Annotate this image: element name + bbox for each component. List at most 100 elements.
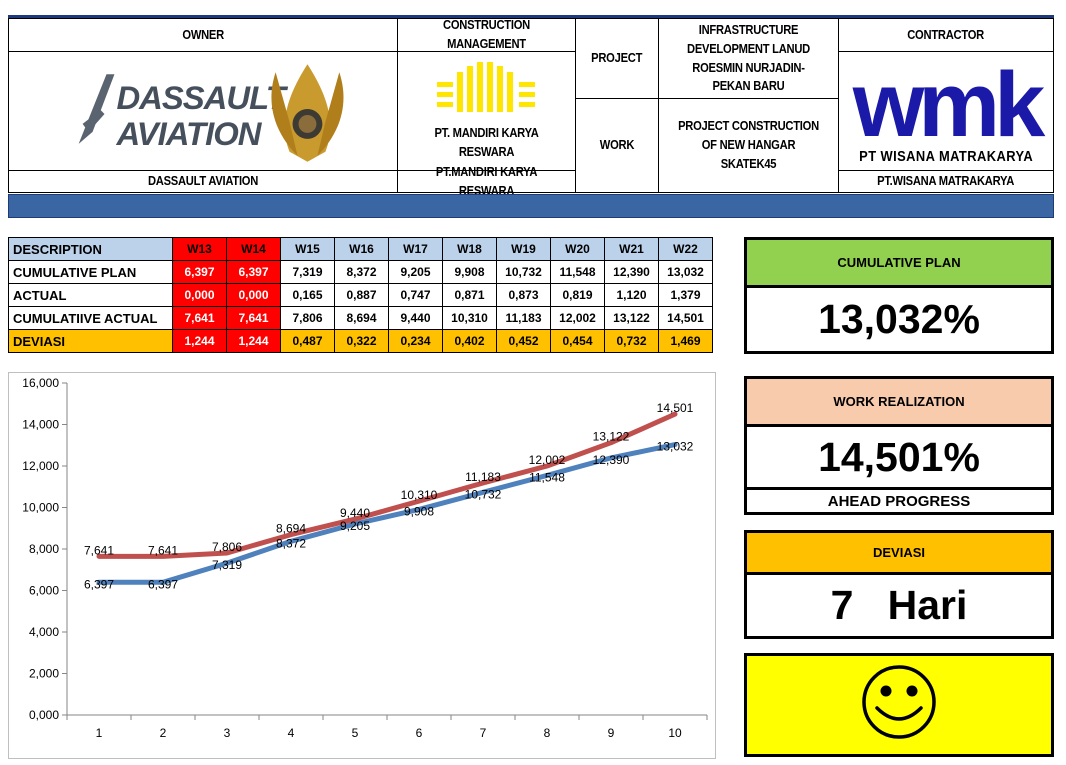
table-header-cell: DESCRIPTION bbox=[8, 237, 173, 261]
data-label: 13,122 bbox=[593, 430, 630, 444]
x-tick-label: 6 bbox=[416, 726, 423, 740]
work-label: WORK bbox=[599, 137, 635, 153]
table-cell: 10,732 bbox=[496, 260, 551, 284]
table-header-cell: W13 bbox=[172, 237, 227, 261]
y-tick-label: 6,000 bbox=[29, 584, 59, 598]
data-label: 12,390 bbox=[593, 453, 630, 467]
contractor-label-cell: CONTRACTOR bbox=[838, 18, 1054, 52]
project-value: INFRASTRUCTURE DEVELOPMENT LANUD ROESMIN… bbox=[687, 21, 810, 94]
table-cell: 0,452 bbox=[496, 329, 551, 353]
table-cell: 6,397 bbox=[226, 260, 281, 284]
cm-label-cell: CONSTRUCTION MANAGEMENT bbox=[397, 17, 576, 52]
contractor-label: CONTRACTOR bbox=[907, 26, 985, 42]
y-tick-label: 12,000 bbox=[22, 459, 59, 473]
table-cell: 0,747 bbox=[388, 283, 443, 307]
table-cell: 0,819 bbox=[550, 283, 605, 307]
y-axis: 0,000 2,000 4,000 6,000 8,000 10,000 12,000 14,… bbox=[22, 376, 68, 722]
cm-name-cell: PT.MANDIRI KARYA RESWARA bbox=[397, 164, 576, 198]
table-cell: 8,694 bbox=[334, 306, 389, 330]
table-row: CUMULATIVE PLAN 6,397 6,397 7,319 8,372 … bbox=[8, 260, 713, 284]
contractor-name-cell: PT.WISANA MATRAKARYA bbox=[838, 170, 1054, 193]
x-tick-label: 3 bbox=[224, 726, 231, 740]
project-value-cell: INFRASTRUCTURE DEVELOPMENT LANUD ROESMIN… bbox=[658, 18, 839, 99]
x-tick-label: 8 bbox=[544, 726, 551, 740]
data-label: 6,397 bbox=[148, 577, 178, 591]
series-line-1 bbox=[96, 442, 678, 585]
table-cell: 9,440 bbox=[388, 306, 443, 330]
row-label: CUMULATIIVE ACTUAL bbox=[8, 306, 173, 330]
table-cell: 0,000 bbox=[172, 283, 227, 307]
table-cell: 12,002 bbox=[550, 306, 605, 330]
table-cell: 0,487 bbox=[280, 329, 335, 353]
x-tick-label: 7 bbox=[480, 726, 487, 740]
deviasi-panel: DEVIASI 7 Hari bbox=[744, 530, 1054, 639]
table-cell: 7,641 bbox=[226, 306, 281, 330]
data-label: 8,372 bbox=[276, 536, 306, 550]
table-cell: 0,165 bbox=[280, 283, 335, 307]
contractor-logo-text: wmk bbox=[852, 54, 1046, 146]
deviasi-title: DEVIASI bbox=[747, 533, 1051, 575]
data-label: 10,310 bbox=[401, 488, 438, 502]
table-cell: 1,244 bbox=[226, 329, 281, 353]
owner-logo-text-2: AVIATION bbox=[115, 115, 262, 152]
table-cell: 1,120 bbox=[604, 283, 659, 307]
table-header-cell: W19 bbox=[496, 237, 551, 261]
project-label: PROJECT bbox=[591, 50, 643, 66]
owner-logo-text-1: DASSAULT bbox=[116, 79, 288, 116]
y-tick-label: 16,000 bbox=[22, 376, 59, 390]
data-label: 14,501 bbox=[657, 401, 694, 415]
row-label: DEVIASI bbox=[8, 329, 173, 353]
data-label: 11,183 bbox=[465, 470, 501, 484]
table-cell: 9,205 bbox=[388, 260, 443, 284]
table-header-cell: W21 bbox=[604, 237, 659, 261]
data-label: 6,397 bbox=[84, 577, 114, 591]
owner-logos: DASSAULT AVIATION bbox=[78, 64, 344, 162]
y-tick-label: 8,000 bbox=[29, 542, 59, 556]
x-tick-label: 9 bbox=[608, 726, 615, 740]
series-line-2 bbox=[96, 411, 678, 559]
x-tick-label: 10 bbox=[668, 726, 682, 740]
y-tick-label: 10,000 bbox=[22, 501, 59, 515]
owner-name-cell: DASSAULT AVIATION bbox=[8, 170, 398, 193]
cm-logo-cell: PT. MANDIRI KARYA RESWARA bbox=[397, 51, 576, 171]
table-cell: 7,806 bbox=[280, 306, 335, 330]
table-cell: 0,873 bbox=[496, 283, 551, 307]
table-header-cell: W20 bbox=[550, 237, 605, 261]
header-top-border bbox=[8, 15, 1054, 18]
table-cell: 1,379 bbox=[658, 283, 713, 307]
table-cell: 0,322 bbox=[334, 329, 389, 353]
table-cell: 14,501 bbox=[658, 306, 713, 330]
x-tick-label: 5 bbox=[352, 726, 359, 740]
owner-name: DASSAULT AVIATION bbox=[147, 173, 259, 189]
s-curve-chart: 0,000 2,000 4,000 6,000 8,000 10,000 12,000 14,… bbox=[8, 372, 716, 759]
series-lines bbox=[96, 411, 678, 585]
x-tick-label: 1 bbox=[96, 726, 103, 740]
table-row: ACTUAL 0,000 0,000 0,165 0,887 0,747 0,8… bbox=[8, 283, 713, 307]
status-panel bbox=[744, 653, 1054, 757]
dassault-logo: DASSAULT AVIATION bbox=[78, 74, 290, 152]
table-header-cell: W14 bbox=[226, 237, 281, 261]
table-cell: 0,454 bbox=[550, 329, 605, 353]
project-header: OWNER DASSAULT AVIATION DASSAULT AVIATIO… bbox=[8, 15, 1054, 198]
ahead-progress-label: AHEAD PROGRESS bbox=[747, 487, 1051, 512]
table-cell: 12,390 bbox=[604, 260, 659, 284]
contractor-logo-cell: wmk PT WISANA MATRAKARYA bbox=[838, 51, 1054, 171]
project-label-cell: PROJECT bbox=[575, 18, 659, 99]
table-row: CUMULATIIVE ACTUAL 7,641 7,641 7,806 8,6… bbox=[8, 306, 713, 330]
x-tick-label: 4 bbox=[288, 726, 295, 740]
table-cell: 0,234 bbox=[388, 329, 443, 353]
air-force-emblem-icon bbox=[271, 64, 344, 162]
table-cell: 0,887 bbox=[334, 283, 389, 307]
table-cell: 0,402 bbox=[442, 329, 497, 353]
table-header-cell: W17 bbox=[388, 237, 443, 261]
table-cell: 0,871 bbox=[442, 283, 497, 307]
work-value: PROJECT CONSTRUCTION OF NEW HANGAR SKATE… bbox=[678, 118, 819, 171]
x-axis: 1 2 3 4 5 6 7 8 9 10 bbox=[66, 714, 708, 740]
data-label: 9,440 bbox=[340, 506, 370, 520]
y-tick-label: 4,000 bbox=[29, 625, 59, 639]
table-cell: 13,122 bbox=[604, 306, 659, 330]
table-header-row: DESCRIPTION W13 W14 W15 W16 W17 W18 W19 … bbox=[8, 237, 713, 261]
data-label: 11,548 bbox=[529, 470, 565, 484]
row-label: CUMULATIVE PLAN bbox=[8, 260, 173, 284]
table-row-deviasi: DEVIASI 1,244 1,244 0,487 0,322 0,234 0,… bbox=[8, 329, 713, 353]
